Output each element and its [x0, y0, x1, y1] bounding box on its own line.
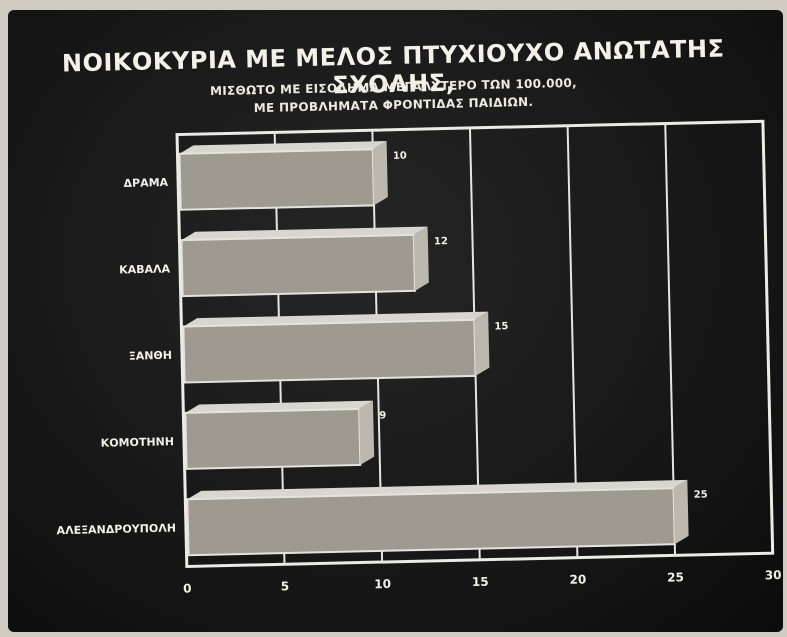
x-tick-label-25: 25 [667, 570, 684, 584]
x-tick-label-15: 15 [472, 575, 489, 589]
x-tick-label-30: 30 [765, 568, 782, 582]
bar-4 [186, 487, 676, 557]
x-tick-label-20: 20 [569, 572, 586, 586]
category-label-3: ΚΟΜΟΤΗΝΗ [101, 435, 175, 450]
category-label-0: ΔΡΑΜΑ [123, 176, 168, 190]
bar-2-side [474, 311, 490, 376]
category-label-4: ΑΛΕΞΑΝΔΡΟΥΠΟΛΗ [56, 522, 176, 538]
bar-3-side [359, 400, 375, 465]
value-label-4: 25 [694, 489, 708, 500]
value-label-0: 10 [393, 151, 407, 162]
category-label-2: ΞΑΝΘΗ [129, 349, 173, 363]
bar-0 [178, 148, 376, 211]
bar-3 [184, 407, 362, 470]
x-tick-label-0: 0 [183, 581, 192, 595]
x-tick-label-10: 10 [374, 577, 391, 591]
bar-0-side [372, 141, 388, 206]
bar-2-top [183, 311, 489, 327]
category-label-1: ΚΑΒΑΛΑ [119, 262, 171, 276]
bar-2 [182, 318, 477, 384]
x-tick-label-5: 5 [281, 579, 290, 593]
bar-1-side [413, 226, 429, 291]
bar-3-top [185, 400, 373, 413]
bar-1-top [181, 226, 428, 241]
bar-4-top [187, 479, 688, 500]
value-label-2: 15 [494, 321, 508, 332]
bar-4-side [673, 479, 689, 545]
bar-1 [180, 233, 417, 298]
value-label-3: 9 [379, 410, 386, 421]
bar-0-top [179, 141, 387, 154]
plot-area: 0 5 10 15 20 25 30 ΔΡΑΜΑ 10 ΚΑΒΑΛΑ 12 ΞΑΝΘΗ 15 ΚΟΜΟΤΗ… [56, 119, 782, 596]
value-label-1: 12 [434, 236, 448, 247]
